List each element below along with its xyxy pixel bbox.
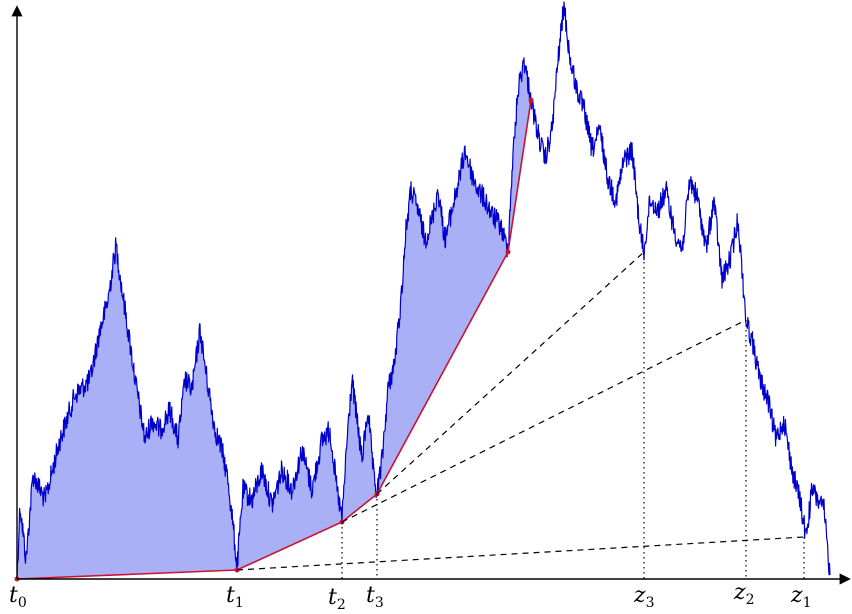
brownian-path bbox=[16, 1, 831, 580]
concave-majorant bbox=[16, 99, 532, 580]
dotted-guides bbox=[341, 252, 805, 579]
label-z1: z1 bbox=[790, 583, 812, 611]
vertex-4 bbox=[505, 249, 511, 255]
label-z2: z2 bbox=[733, 580, 755, 608]
dashed-line-z1 bbox=[236, 536, 805, 571]
dashed-lines bbox=[236, 251, 805, 571]
dashed-line-z3 bbox=[376, 251, 645, 495]
label-t3: t3 bbox=[366, 583, 384, 611]
label-z3: z3 bbox=[633, 583, 655, 611]
hull-vertices bbox=[14, 97, 534, 582]
vertex-5 bbox=[528, 97, 534, 103]
axis-labels: t0 t1 t2 t3 z3 z2 z1 bbox=[9, 580, 812, 613]
label-t2: t2 bbox=[328, 585, 346, 613]
label-t0: t0 bbox=[9, 583, 27, 611]
dashed-line-z2 bbox=[341, 319, 747, 523]
label-t1: t1 bbox=[226, 583, 244, 611]
shaded-region bbox=[17, 57, 531, 580]
